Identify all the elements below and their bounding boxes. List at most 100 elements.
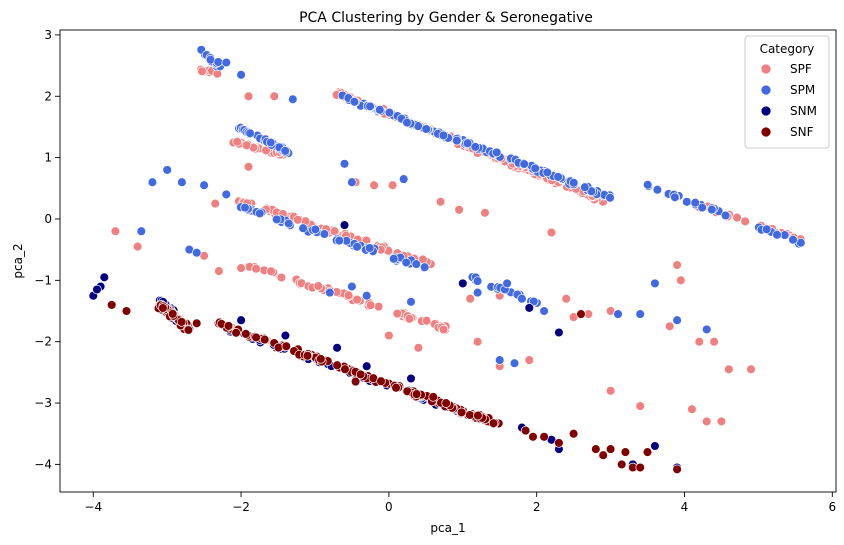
data-point xyxy=(613,309,623,319)
data-point xyxy=(329,226,340,236)
data-point xyxy=(398,174,409,184)
data-point xyxy=(720,210,731,221)
data-point xyxy=(456,407,467,418)
data-point xyxy=(732,212,742,223)
data-point xyxy=(281,341,292,352)
data-point xyxy=(701,324,712,335)
data-point xyxy=(441,398,451,408)
data-point xyxy=(121,306,132,316)
data-point xyxy=(251,332,261,343)
data-point xyxy=(339,220,350,230)
data-point xyxy=(339,159,350,169)
data-point xyxy=(411,389,422,399)
legend-marker-spm xyxy=(760,84,772,96)
data-point xyxy=(788,234,798,245)
series-spf xyxy=(110,64,806,427)
data-point xyxy=(391,382,401,393)
legend-label-spm: SPM xyxy=(790,83,815,97)
data-point xyxy=(158,303,168,313)
data-point xyxy=(106,300,117,310)
data-point xyxy=(528,432,538,442)
data-point xyxy=(313,281,324,291)
data-point xyxy=(136,226,147,236)
data-point xyxy=(740,216,750,227)
data-point xyxy=(183,325,194,335)
data-point xyxy=(243,91,254,102)
data-point xyxy=(488,418,499,429)
data-point xyxy=(519,159,529,169)
data-point xyxy=(635,309,645,319)
data-point xyxy=(355,369,366,380)
data-point xyxy=(388,254,399,264)
data-point xyxy=(438,324,449,335)
data-point xyxy=(605,386,616,396)
data-point xyxy=(411,259,422,269)
data-point xyxy=(472,287,483,298)
data-point xyxy=(472,276,483,286)
data-point xyxy=(332,343,342,353)
y-tick-label: −4 xyxy=(34,457,52,471)
data-point xyxy=(271,214,282,225)
data-point xyxy=(428,392,438,402)
data-point xyxy=(347,177,357,187)
data-point xyxy=(701,416,712,427)
legend-marker-snf xyxy=(760,126,772,138)
data-point xyxy=(365,101,375,112)
data-point xyxy=(213,57,223,67)
data-point xyxy=(591,444,601,454)
data-point xyxy=(191,318,202,329)
data-point xyxy=(465,410,475,420)
plot-frame xyxy=(59,29,837,493)
data-point xyxy=(435,197,446,207)
data-point xyxy=(642,180,653,190)
data-point xyxy=(694,336,705,347)
data-point xyxy=(480,208,490,218)
data-point xyxy=(197,66,207,77)
data-point xyxy=(491,147,502,158)
data-point xyxy=(542,167,553,178)
data-point xyxy=(421,124,431,134)
data-point xyxy=(465,293,475,304)
data-point xyxy=(245,128,255,139)
data-point xyxy=(236,70,246,80)
data-point xyxy=(697,202,707,213)
data-point xyxy=(473,410,483,421)
data-point xyxy=(520,425,531,436)
data-point xyxy=(340,364,350,374)
data-point xyxy=(292,215,303,225)
data-point xyxy=(384,330,394,341)
data-point xyxy=(539,432,549,442)
data-point xyxy=(269,91,280,102)
data-point xyxy=(92,284,102,295)
data-point xyxy=(325,287,335,298)
data-point xyxy=(255,208,265,219)
y-tick-label: 0 xyxy=(44,212,52,226)
data-point xyxy=(231,328,241,338)
data-point xyxy=(132,241,143,252)
data-point xyxy=(302,351,313,361)
data-point xyxy=(298,223,308,233)
data-point xyxy=(110,226,121,236)
data-point xyxy=(761,224,772,235)
x-tick-label: 4 xyxy=(681,500,689,514)
legend-marker-snm xyxy=(760,105,772,117)
data-point xyxy=(349,96,360,107)
data-point xyxy=(650,441,660,451)
y-tick-label: 1 xyxy=(44,151,52,165)
data-point xyxy=(458,278,468,289)
y-axis: −4 −3 −2 −1 0 1 2 3 xyxy=(34,28,60,471)
data-point xyxy=(350,376,361,387)
data-point xyxy=(401,257,411,268)
y-axis-label: pca_2 xyxy=(11,243,25,278)
data-point xyxy=(561,293,571,304)
data-point xyxy=(413,343,424,353)
data-point xyxy=(251,263,261,274)
data-point xyxy=(620,447,631,457)
data-point xyxy=(605,444,616,454)
x-axis-label: pca_1 xyxy=(430,521,465,535)
data-point xyxy=(546,227,557,238)
data-point xyxy=(421,315,432,326)
data-point xyxy=(690,197,700,208)
data-point xyxy=(384,107,395,118)
data-point xyxy=(177,177,187,187)
